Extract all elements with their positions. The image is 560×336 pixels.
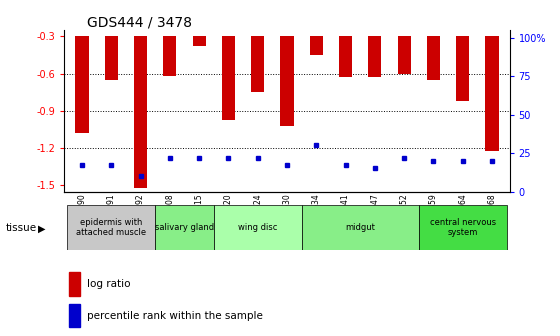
Bar [398,36,410,74]
Text: wing disc: wing disc [238,223,277,232]
Bar [302,205,419,250]
Text: salivary gland: salivary gland [155,223,214,232]
Bar [193,36,206,46]
Text: midgut: midgut [346,223,375,232]
Bar [76,36,88,133]
Bar [310,36,323,55]
Text: central nervous
system: central nervous system [430,218,496,237]
Bar [251,36,264,92]
Text: epidermis with
attached muscle: epidermis with attached muscle [76,218,146,237]
Bar [368,36,381,77]
Bar [134,36,147,188]
Text: log ratio: log ratio [87,279,130,289]
Bar [427,36,440,80]
Bar [214,205,302,250]
Bar [155,205,214,250]
Bar [456,36,469,101]
Bar [67,205,155,250]
Text: ▶: ▶ [38,223,46,234]
Text: tissue: tissue [6,223,37,234]
Bar [281,36,293,126]
Bar [339,36,352,77]
Bar [222,36,235,120]
Bar [164,36,176,76]
Bar [69,304,80,327]
Bar [419,205,507,250]
Bar [69,272,80,296]
Text: percentile rank within the sample: percentile rank within the sample [87,311,263,321]
Bar [105,36,118,80]
Text: GDS444 / 3478: GDS444 / 3478 [87,15,192,29]
Bar [486,36,498,151]
